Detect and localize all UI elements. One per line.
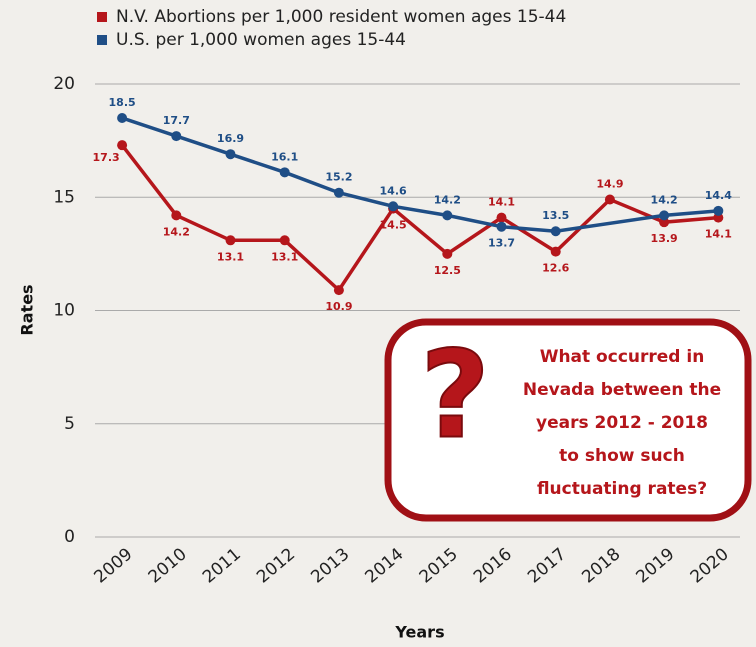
point	[225, 149, 236, 160]
point	[171, 131, 182, 142]
point	[550, 246, 561, 257]
value-label: 15.2	[325, 171, 352, 184]
value-label: 14.4	[705, 189, 732, 202]
y-tick-label: 10	[53, 301, 75, 321]
x-tick-label: 2014	[362, 544, 408, 587]
annotation-line: Nevada between the	[523, 380, 721, 400]
value-label: 14.2	[163, 225, 190, 238]
value-label: 12.6	[542, 262, 569, 275]
point	[550, 226, 561, 237]
value-label: 14.6	[380, 184, 407, 197]
y-axis-label: Rates	[18, 284, 37, 335]
x-tick-label: 2019	[633, 544, 679, 587]
annotation-icon: ?	[420, 327, 490, 466]
x-axis-label: Years	[394, 623, 444, 642]
annotation-line: years 2012 - 2018	[536, 413, 708, 433]
value-label: 14.5	[380, 219, 407, 232]
value-label: 14.9	[596, 178, 623, 191]
value-label: 18.5	[109, 96, 136, 109]
x-tick-label: 2013	[307, 544, 353, 587]
value-label: 13.1	[271, 250, 298, 263]
value-label: 14.2	[651, 193, 678, 206]
point	[279, 167, 290, 178]
x-tick-label: 2010	[145, 544, 191, 587]
point	[333, 285, 344, 296]
legend-label: U.S. per 1,000 women ages 15-44	[116, 30, 406, 50]
y-tick-label: 5	[64, 414, 75, 434]
point	[713, 205, 724, 216]
value-label: 13.1	[217, 250, 244, 263]
point	[388, 201, 399, 212]
annotation-line: fluctuating rates?	[537, 479, 707, 499]
x-tick-label: 2018	[578, 544, 624, 587]
value-label: 16.1	[271, 150, 298, 163]
x-tick-label: 2020	[687, 544, 733, 587]
value-label: 14.1	[488, 196, 515, 209]
point	[442, 248, 453, 259]
y-tick-label: 0	[64, 527, 75, 547]
point	[442, 210, 453, 221]
value-label: 17.7	[163, 114, 190, 127]
point	[496, 221, 507, 232]
x-tick-label: 2009	[91, 544, 137, 587]
annotation-line: What occurred in	[540, 347, 705, 367]
x-tick-label: 2011	[199, 544, 245, 587]
legend-swatch	[97, 35, 107, 45]
point	[604, 194, 615, 205]
point	[659, 210, 670, 221]
point	[225, 235, 236, 246]
value-label: 13.9	[651, 232, 678, 245]
x-tick-label: 2012	[253, 544, 299, 587]
series-line	[121, 116, 719, 233]
point	[496, 212, 507, 223]
y-tick-label: 20	[53, 74, 75, 94]
legend-label: N.V. Abortions per 1,000 resident women …	[116, 7, 566, 27]
point	[117, 140, 128, 151]
y-tick-label: 15	[53, 187, 75, 207]
value-label: 13.5	[542, 209, 569, 222]
annotation-line: to show such	[559, 446, 685, 466]
point	[117, 112, 128, 123]
value-label: 10.9	[325, 300, 352, 313]
x-tick-label: 2015	[416, 544, 462, 587]
point	[279, 235, 290, 246]
value-label: 13.7	[488, 237, 515, 250]
value-label: 17.3	[93, 151, 120, 164]
value-label: 14.1	[705, 228, 732, 241]
legend-swatch	[97, 12, 107, 22]
x-tick-label: 2017	[524, 544, 570, 587]
value-label: 16.9	[217, 132, 244, 145]
value-label: 12.5	[434, 264, 461, 277]
value-label: 14.2	[434, 193, 461, 206]
annotation-box	[384, 318, 752, 522]
series-line	[120, 144, 719, 293]
x-tick-label: 2016	[470, 544, 516, 587]
point	[333, 187, 344, 198]
point	[171, 210, 182, 221]
